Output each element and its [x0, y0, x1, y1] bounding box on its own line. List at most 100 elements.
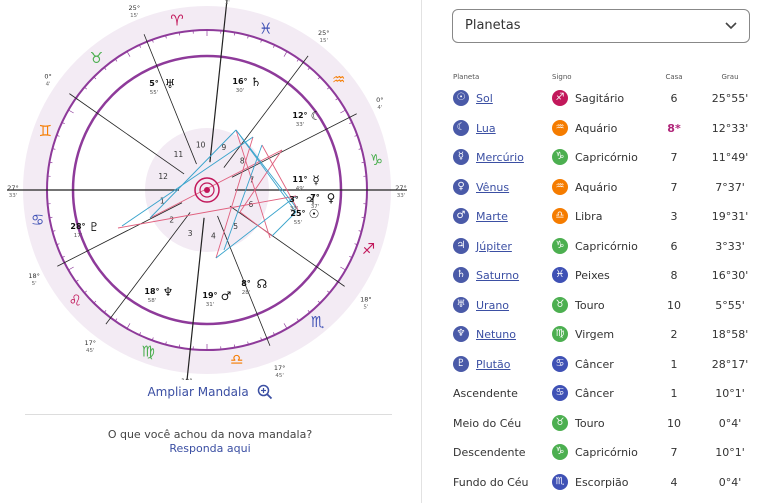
- cusp-degree-label: 0°: [44, 73, 51, 81]
- sign-icon: ♐: [552, 90, 568, 106]
- table-row: Descendente ♑ Capricórnio 7 10°1': [450, 441, 760, 470]
- zodiac-tick: [151, 39, 154, 43]
- zodiac-tick: [61, 256, 65, 258]
- planet-degree-label: 5°: [149, 79, 159, 88]
- zodiac-tick: [361, 216, 365, 219]
- planet-icon: ♆: [453, 326, 469, 342]
- house-number: 3: [670, 210, 678, 223]
- planet-degree-label: 25°: [290, 209, 305, 218]
- planet-minute-label: 55': [294, 220, 303, 226]
- sign-name: Libra: [575, 210, 603, 223]
- point-name: Descendente: [453, 446, 526, 459]
- planet-link[interactable]: Vênus: [476, 180, 510, 194]
- zoom-in-icon[interactable]: [257, 384, 273, 400]
- aspect-line: [235, 129, 299, 211]
- table-row: ♂ Marte ♎ Libra 3 19°31': [450, 205, 760, 234]
- sign-icon: ♑: [552, 237, 568, 254]
- zodiac-tick: [165, 341, 167, 345]
- zodiac-tick: [84, 290, 87, 294]
- planet-link[interactable]: Urano: [476, 298, 510, 312]
- house-cusp-line: [217, 215, 271, 346]
- house-cusp-line: [57, 202, 183, 267]
- planet-link[interactable]: Lua: [476, 121, 496, 135]
- house-number: 6: [670, 92, 678, 105]
- house-number: 8*: [667, 121, 681, 135]
- planet-link[interactable]: Netuno: [476, 328, 516, 341]
- view-select[interactable]: Planetas: [452, 9, 750, 43]
- degree-value: 11°49': [711, 151, 749, 164]
- degree-value: 25°55': [711, 92, 749, 105]
- planet-minute-label: 49': [296, 186, 305, 192]
- cusp-degree-label: 10°: [181, 377, 193, 380]
- cusp-degree-label: 18°: [360, 295, 372, 303]
- sign-icon: ♏: [552, 473, 568, 490]
- table-row: ♅ Urano ♉ Touro 10 5°55': [450, 294, 760, 323]
- degree-value: 10°1': [715, 446, 745, 459]
- cusp-minute-label: 15': [130, 13, 139, 19]
- mandala-chart[interactable]: ♈♓♒♑♐♏♎♍♌♋♊♉27°33'18°5'17°45'10°1'17°45'…: [0, 0, 420, 380]
- cusp-degree-label: 17°: [84, 339, 96, 347]
- cusp-minute-label: 4': [377, 105, 382, 111]
- planet-link[interactable]: Mercúrio: [476, 151, 524, 164]
- sign-name: Câncer: [575, 387, 614, 400]
- table-row: ☾ Lua ♒ Aquário 8* 12°33': [450, 117, 760, 146]
- planet-link[interactable]: Marte: [476, 210, 508, 223]
- zodiac-tick: [296, 318, 300, 322]
- zoom-mandala-label[interactable]: Ampliar Mandala: [147, 385, 249, 399]
- cusp-degree-label: 27°: [7, 184, 19, 192]
- sign-name: Aquário: [575, 180, 618, 194]
- house-number: 2: [670, 328, 678, 341]
- zodiac-tick: [68, 109, 74, 114]
- house-number: 2: [169, 216, 174, 225]
- house-number: 4: [670, 475, 678, 489]
- zodiac-tick: [354, 243, 358, 246]
- zodiac-tick: [178, 344, 181, 348]
- sign-icon: ♒: [552, 119, 568, 136]
- planet-degree-label: 12°: [292, 111, 307, 120]
- planet-link[interactable]: Sol: [476, 92, 493, 105]
- zodiac-sign-icon: ♉: [90, 49, 103, 67]
- planet-glyph-icon: ♄: [251, 75, 262, 89]
- sign-icon: ♋: [552, 355, 568, 372]
- planet-link[interactable]: Plutão: [476, 357, 511, 371]
- house-cusp-line: [223, 55, 309, 168]
- aspect-line: [223, 144, 263, 251]
- zodiac-tick: [247, 35, 249, 39]
- aspect-line: [117, 195, 297, 229]
- zodiac-tick: [260, 337, 263, 341]
- table-row: ♆ Netuno ♍ Virgem 2 18°58': [450, 323, 760, 352]
- zodiac-tick: [349, 256, 353, 258]
- zodiac-tick: [114, 58, 118, 62]
- planet-minute-label: 30': [236, 88, 245, 94]
- sign-name: Aquário: [575, 121, 618, 135]
- cusp-minute-label: 1': [225, 0, 230, 6]
- zoom-mandala-link[interactable]: Ampliar Mandala: [0, 384, 420, 400]
- degree-value: 16°30': [711, 269, 749, 282]
- zodiac-sign-icon: ♑: [370, 151, 383, 169]
- panel-divider: [421, 0, 422, 503]
- planet-degree-label: 7°: [310, 193, 320, 202]
- planet-link[interactable]: Júpiter: [476, 239, 512, 253]
- view-select-value: Planetas: [465, 18, 521, 33]
- zodiac-tick: [317, 300, 321, 304]
- planet-link[interactable]: Saturno: [476, 269, 520, 282]
- house-number: 7: [670, 180, 678, 194]
- sign-name: Peixes: [575, 269, 610, 282]
- planet-minute-label: 31': [206, 302, 215, 308]
- zodiac-tick: [317, 76, 321, 80]
- house-number: 11: [174, 150, 184, 159]
- house-number: 7: [670, 446, 678, 459]
- chevron-down-icon: [725, 22, 737, 30]
- sign-icon: ♓: [552, 267, 568, 283]
- zodiac-tick: [84, 86, 87, 90]
- house-number: 1: [160, 197, 165, 206]
- planet-glyph-icon: ☿: [312, 173, 319, 187]
- sign-icon: ♎: [552, 208, 568, 224]
- house-number: 9: [221, 143, 226, 152]
- zodiac-tick: [247, 341, 249, 345]
- zodiac-tick: [126, 51, 131, 57]
- zodiac-tick: [349, 122, 353, 124]
- feedback-link[interactable]: Responda aqui: [169, 442, 251, 455]
- cusp-degree-label: 25°: [318, 29, 330, 37]
- sign-icon: ♉: [552, 414, 568, 431]
